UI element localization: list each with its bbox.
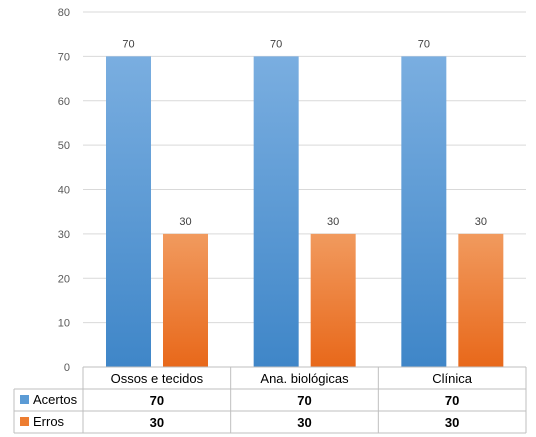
bars <box>106 56 504 367</box>
y-axis: 0 10 20 30 40 50 60 70 80 <box>58 7 70 374</box>
category-label-0: Ossos e tecidos <box>111 371 204 386</box>
data-label-erros-0: 30 <box>179 216 191 228</box>
y-tick-label-0: 0 <box>64 362 70 374</box>
gridlines <box>83 11 526 368</box>
bar-acertos-0 <box>106 56 151 367</box>
data-label-acertos-2: 70 <box>418 38 430 50</box>
y-tick-label-50: 50 <box>58 140 70 152</box>
y-tick-label-10: 10 <box>58 318 70 330</box>
table-cell-erros-1: 30 <box>297 415 311 430</box>
legend-label-erros: Erros <box>33 414 65 429</box>
table-cell-erros-2: 30 <box>445 415 459 430</box>
data-label-erros-1: 30 <box>327 216 339 228</box>
legend-key-acertos <box>20 395 29 404</box>
table-cell-acertos-2: 70 <box>445 393 459 408</box>
y-tick-label-80: 80 <box>58 7 70 19</box>
table-cell-erros-0: 30 <box>150 415 164 430</box>
bar-erros-2 <box>458 233 504 367</box>
data-labels: 70 30 70 30 70 30 <box>122 38 487 228</box>
legend-key-erros <box>20 417 29 426</box>
legend-label-acertos: Acertos <box>33 392 78 407</box>
bar-acertos-1 <box>253 56 299 367</box>
y-tick-label-60: 60 <box>58 96 70 108</box>
y-tick-label-20: 20 <box>58 273 70 285</box>
table-cell-acertos-1: 70 <box>297 393 311 408</box>
bar-acertos-2 <box>401 56 447 367</box>
data-table: Ossos e tecidos Ana. biológicas Clínica Ace… <box>13 366 527 434</box>
data-label-erros-2: 30 <box>475 216 487 228</box>
bar-erros-1 <box>310 233 356 367</box>
data-label-acertos-1: 70 <box>270 38 282 50</box>
category-label-2: Clínica <box>432 371 473 386</box>
data-label-acertos-0: 70 <box>122 38 134 50</box>
bar-erros-0 <box>163 233 208 367</box>
y-tick-label-30: 30 <box>58 229 70 241</box>
table-cell-acertos-0: 70 <box>150 393 164 408</box>
y-tick-label-40: 40 <box>58 185 70 197</box>
y-tick-label-70: 70 <box>58 51 70 63</box>
category-label-1: Ana. biológicas <box>260 371 349 386</box>
